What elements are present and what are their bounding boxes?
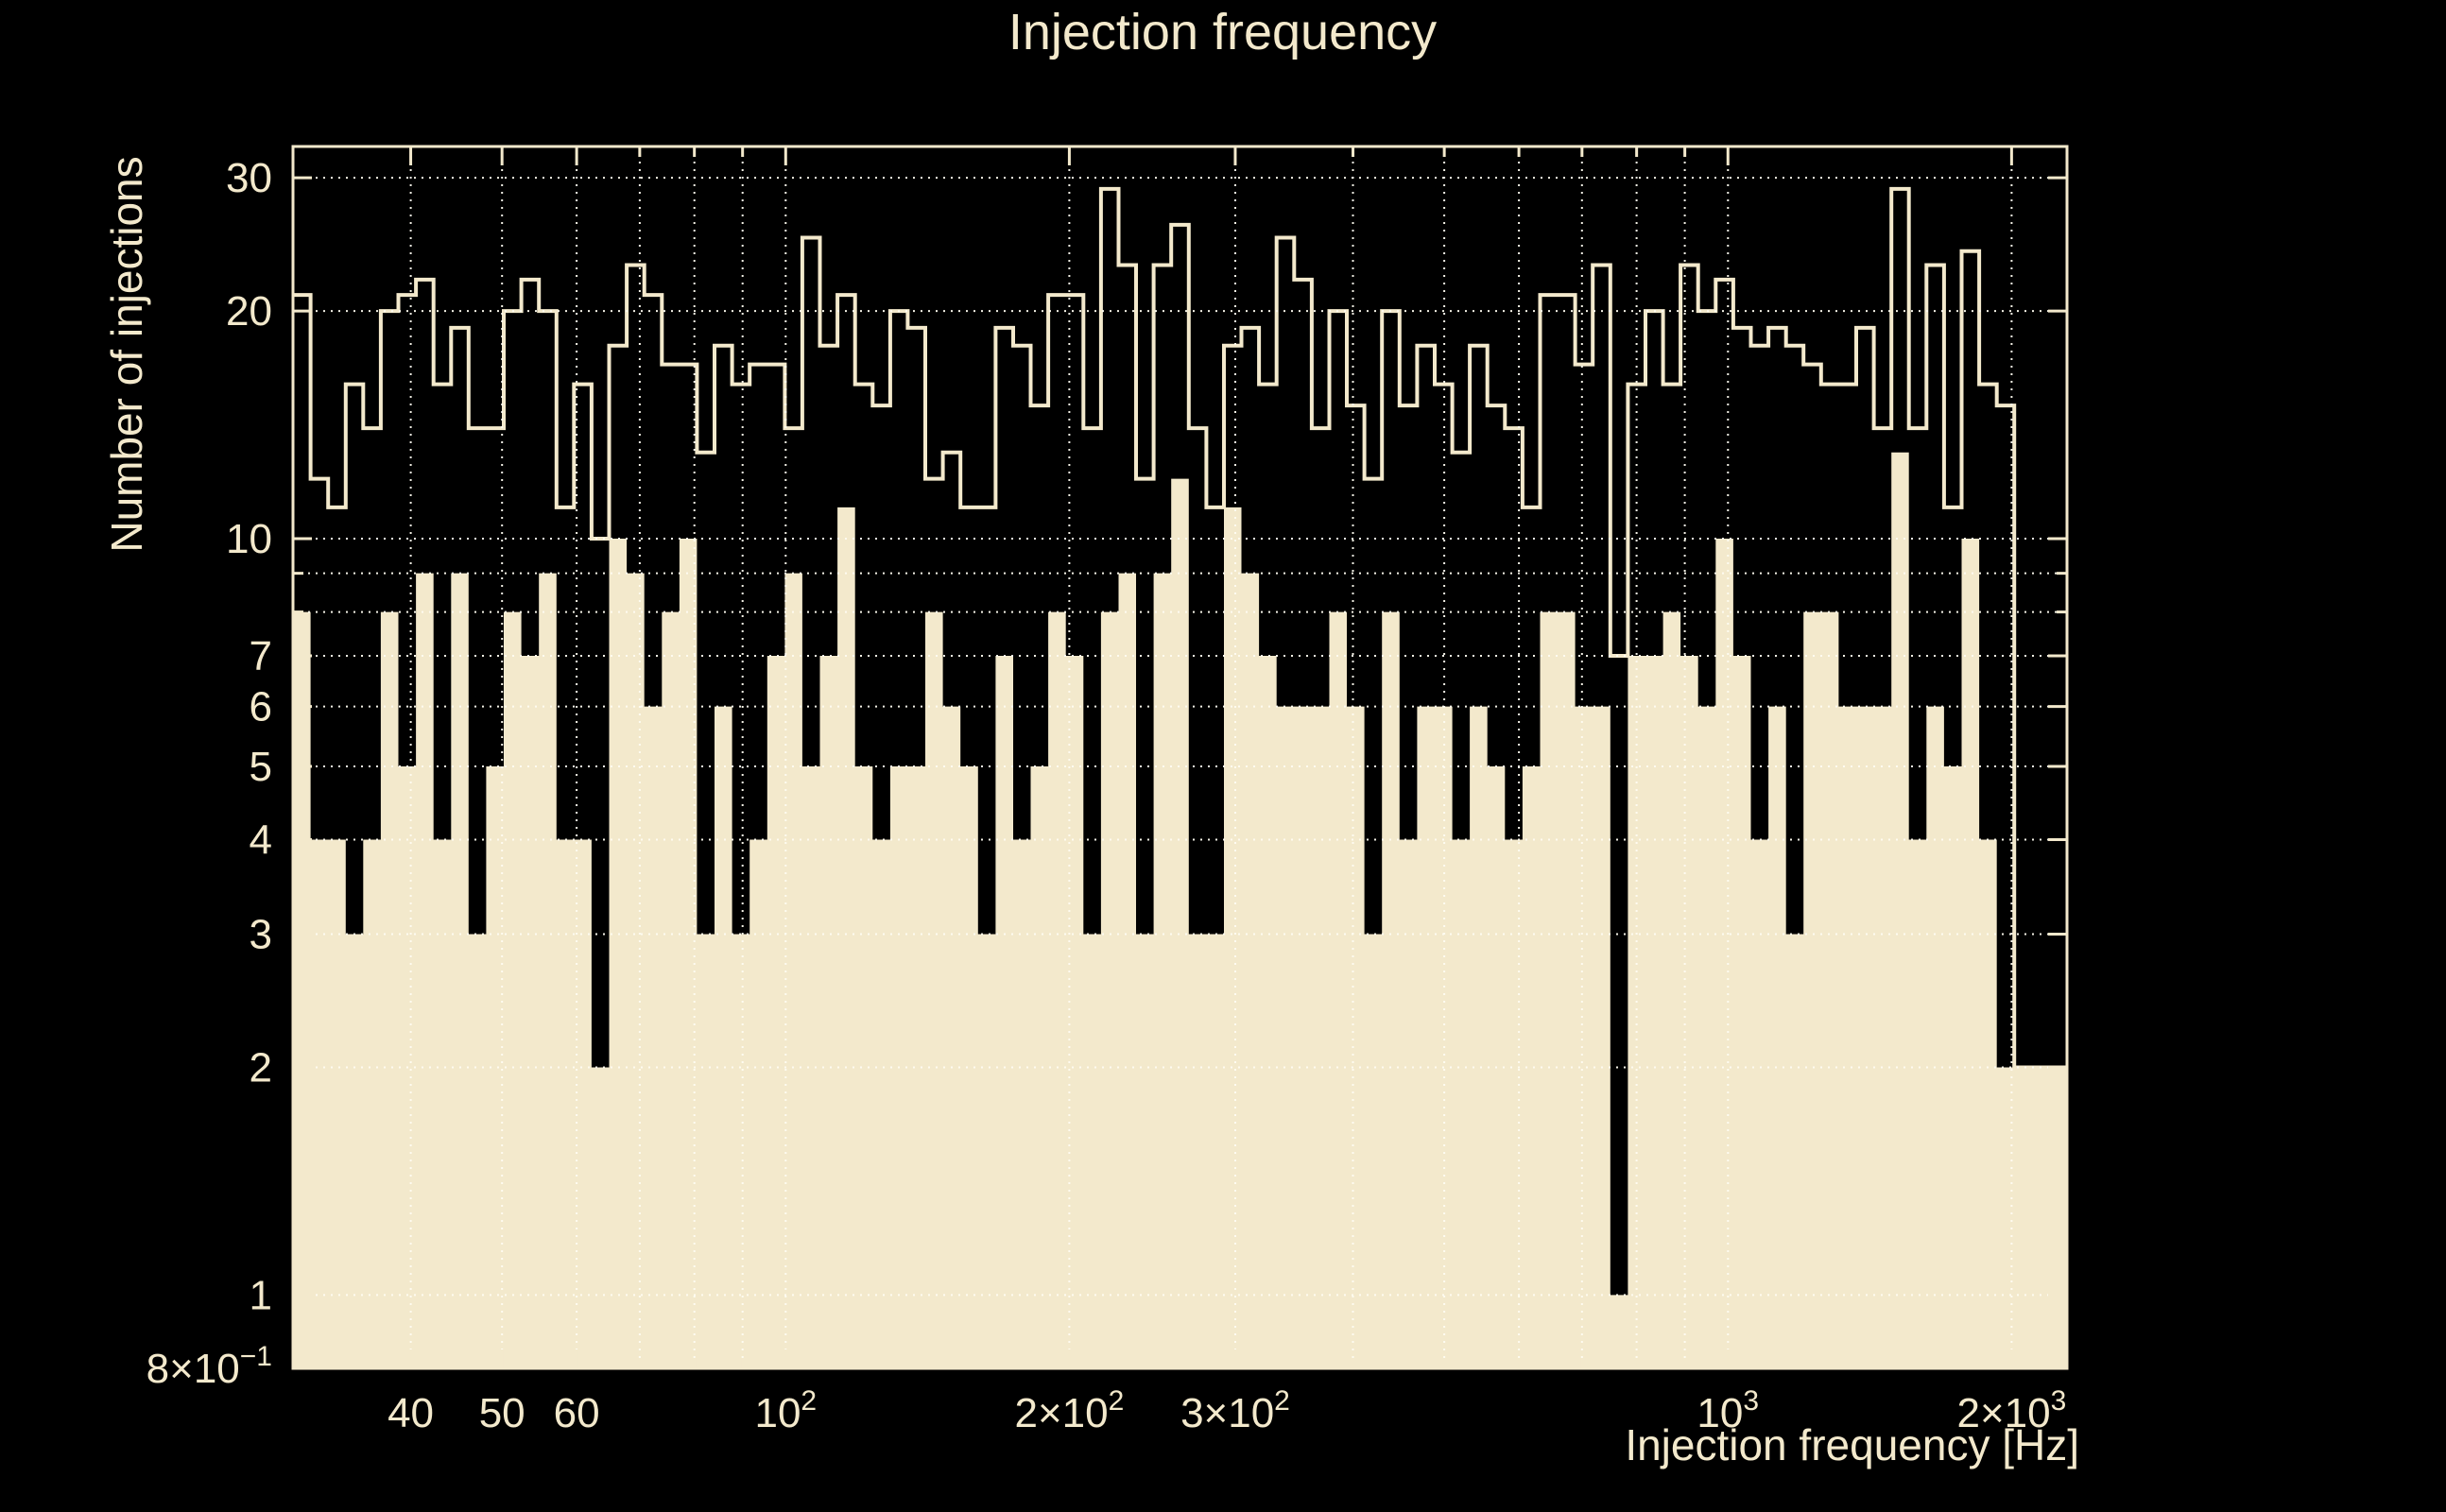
y-tick-label: 30 [226,155,272,201]
outline-histogram [293,186,2067,1070]
chart-title: Injection frequency [1008,4,1437,60]
y-tick-label: 5 [250,744,272,790]
x-tick-label: 50 [479,1390,525,1436]
y-tick-label: 2 [250,1044,272,1091]
y-axis-label: Number of injections [102,156,151,552]
x-tick-label: 2×103 [1956,1385,2066,1436]
axes-frame [291,145,2069,1370]
filled-histogram [293,452,2067,1368]
x-axis-label: Injection frequency [Hz] [1625,1420,2079,1469]
y-tick-label: 8×10−1 [146,1341,272,1392]
y-tick-label: 3 [250,912,272,958]
histogram-layer [293,186,2067,1368]
plot-frame [291,145,2069,1370]
y-tick-label: 6 [250,684,272,730]
x-tick-label: 102 [754,1385,817,1436]
tick-labels: 40 50 60 102 2×102 3×102 103 2×103 30 20 10 7 6 5 4 3 2 1… [146,155,2067,1436]
x-tick-label: 103 [1697,1385,1759,1436]
x-tick-label: 60 [554,1390,600,1436]
y-tick-label: 1 [250,1272,272,1318]
x-tick-label: 40 [388,1390,434,1436]
tick-marks [293,146,2067,1370]
gridline-layer [293,146,2067,1368]
y-tick-label: 4 [250,817,272,864]
y-tick-label: 20 [226,288,272,335]
x-tick-label: 2×102 [1015,1385,1125,1436]
y-tick-label: 7 [250,633,272,679]
x-tick-label: 3×102 [1180,1385,1290,1436]
y-tick-label: 10 [226,516,272,562]
